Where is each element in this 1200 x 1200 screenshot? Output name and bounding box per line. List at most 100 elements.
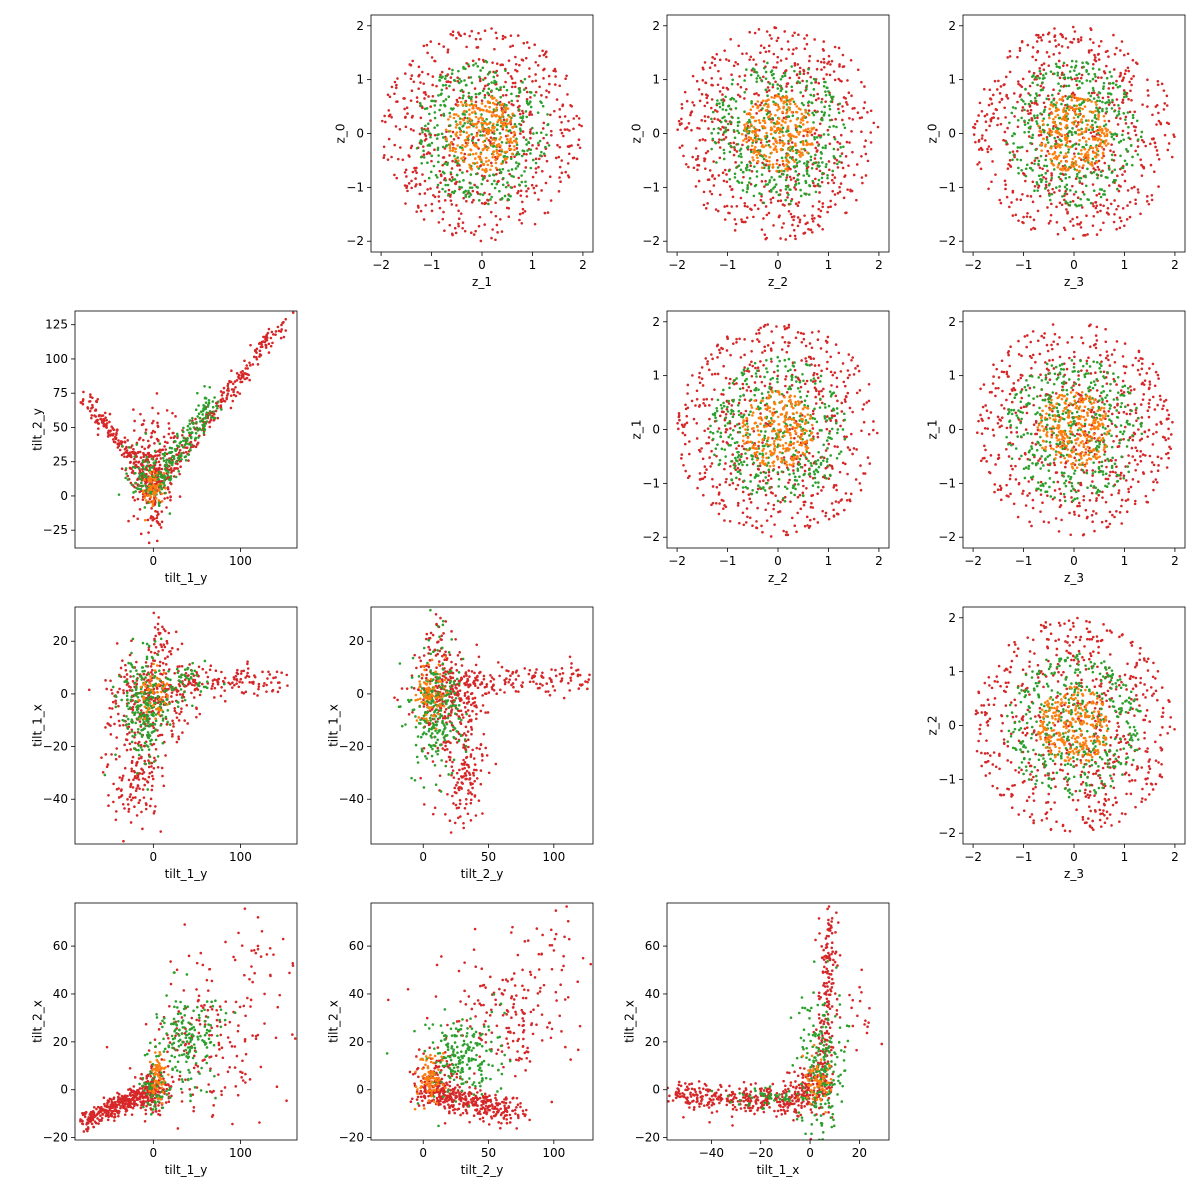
point — [1079, 38, 1083, 42]
point — [739, 461, 743, 464]
point — [776, 108, 779, 112]
point — [1117, 204, 1120, 208]
point — [789, 500, 792, 503]
point — [731, 437, 734, 440]
point — [1068, 175, 1071, 179]
point — [732, 153, 736, 157]
point — [477, 117, 480, 121]
point — [451, 30, 455, 33]
point — [483, 146, 486, 150]
point — [735, 204, 739, 208]
point — [741, 189, 745, 192]
point — [510, 77, 514, 80]
point — [793, 436, 796, 440]
point — [812, 435, 815, 438]
point — [1023, 119, 1026, 123]
point — [732, 412, 735, 416]
point — [799, 125, 803, 129]
point — [469, 76, 473, 79]
point — [772, 224, 775, 227]
point — [1012, 142, 1015, 145]
point — [838, 160, 841, 164]
point — [497, 115, 501, 118]
point — [684, 162, 688, 166]
point — [1092, 151, 1095, 154]
point — [1092, 41, 1095, 44]
point — [1008, 205, 1011, 209]
point — [1098, 106, 1101, 110]
point — [706, 362, 709, 366]
point — [819, 60, 823, 64]
point — [498, 153, 501, 157]
point — [862, 106, 866, 110]
point — [688, 440, 691, 443]
y-tick-label: 1 — [356, 73, 364, 87]
point — [791, 134, 794, 137]
point — [801, 79, 804, 83]
point — [994, 173, 997, 176]
point — [735, 441, 739, 444]
point — [780, 169, 783, 173]
point — [783, 485, 787, 489]
point — [799, 151, 803, 155]
point — [1069, 200, 1072, 204]
point — [787, 193, 790, 196]
point — [730, 82, 734, 86]
point — [775, 103, 779, 107]
point — [757, 118, 761, 122]
point — [725, 441, 729, 444]
point — [402, 97, 405, 100]
point — [1023, 102, 1027, 106]
point — [533, 191, 537, 195]
point — [509, 186, 513, 189]
point — [1036, 116, 1039, 120]
point — [821, 161, 824, 164]
point — [836, 191, 840, 195]
point — [510, 85, 514, 89]
point — [474, 157, 477, 160]
point — [386, 93, 390, 97]
point — [488, 105, 491, 109]
point — [538, 139, 542, 143]
point — [838, 65, 841, 68]
x-tick-label: 2 — [579, 258, 587, 272]
point — [724, 376, 728, 380]
point — [494, 31, 498, 35]
point — [822, 57, 826, 61]
point — [790, 65, 793, 68]
point — [988, 124, 991, 128]
point — [827, 54, 831, 58]
point — [485, 137, 488, 140]
point — [791, 145, 795, 149]
point — [737, 154, 741, 158]
point — [441, 163, 444, 167]
point — [824, 100, 827, 103]
point — [724, 462, 727, 465]
point — [817, 481, 820, 484]
point — [758, 128, 761, 132]
point — [711, 485, 715, 488]
point — [529, 132, 532, 135]
point — [469, 122, 472, 125]
point — [494, 201, 497, 205]
point — [737, 131, 741, 135]
point — [1136, 153, 1140, 156]
point — [733, 424, 737, 428]
point — [845, 101, 848, 104]
point — [414, 177, 417, 180]
point — [1077, 143, 1081, 146]
point — [1039, 84, 1043, 88]
point — [1039, 154, 1043, 158]
point — [545, 95, 548, 99]
point — [1072, 37, 1076, 41]
point — [760, 524, 763, 528]
point — [685, 126, 689, 129]
point — [1052, 53, 1056, 56]
point — [478, 199, 481, 202]
point — [783, 30, 786, 33]
point — [764, 493, 768, 497]
point — [506, 71, 510, 75]
point — [1107, 98, 1111, 102]
point — [721, 103, 725, 107]
point — [1042, 86, 1045, 89]
